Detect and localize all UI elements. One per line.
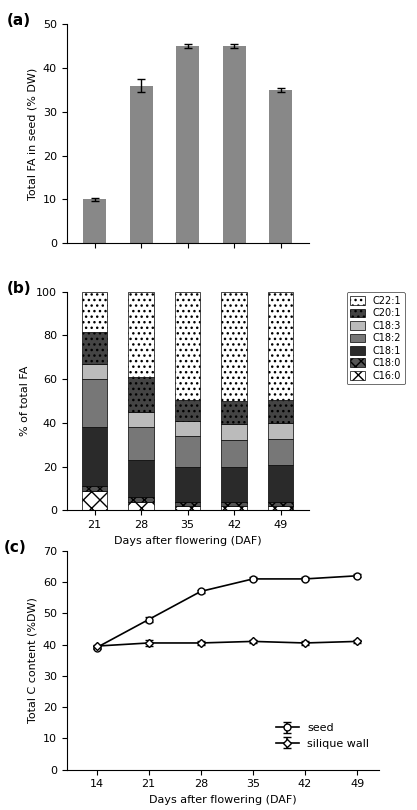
Bar	[82, 332, 108, 364]
Bar	[176, 46, 199, 243]
Bar	[175, 420, 201, 436]
Legend: C22:1, C20:1, C18:3, C18:2, C18:1, C18:0, C16:0: C22:1, C20:1, C18:3, C18:2, C18:1, C18:0…	[347, 292, 405, 385]
Bar	[82, 491, 108, 510]
Bar	[268, 292, 294, 400]
Bar	[175, 506, 201, 510]
Bar	[82, 486, 108, 491]
Bar	[268, 501, 294, 506]
Bar	[128, 377, 154, 411]
Y-axis label: Total FA in seed (% DW): Total FA in seed (% DW)	[28, 67, 37, 200]
Y-axis label: Total C content (%DW): Total C content (%DW)	[28, 597, 37, 723]
Bar	[82, 379, 108, 427]
Bar	[128, 497, 154, 501]
Bar	[268, 439, 294, 466]
Bar	[269, 90, 292, 243]
Bar	[175, 501, 201, 506]
X-axis label: Days after flowering (DAF): Days after flowering (DAF)	[114, 535, 261, 546]
Bar	[128, 427, 154, 460]
Bar	[83, 199, 106, 243]
Bar	[128, 460, 154, 497]
Bar	[221, 506, 247, 510]
Text: (a): (a)	[6, 14, 30, 28]
Bar	[175, 436, 201, 467]
Text: (c): (c)	[4, 540, 27, 555]
Bar	[221, 501, 247, 506]
X-axis label: Days after flowering (DAF): Days after flowering (DAF)	[149, 795, 297, 805]
Text: (b): (b)	[6, 280, 31, 296]
Bar	[268, 506, 294, 510]
Bar	[221, 401, 247, 424]
Bar	[268, 466, 294, 501]
Bar	[128, 501, 154, 510]
Bar	[130, 86, 153, 243]
Bar	[268, 423, 294, 439]
Bar	[82, 427, 108, 486]
Bar	[128, 292, 154, 377]
Bar	[82, 292, 108, 332]
Bar	[175, 292, 201, 400]
Bar	[175, 467, 201, 501]
Bar	[221, 441, 247, 467]
Bar	[221, 467, 247, 501]
Bar	[175, 400, 201, 420]
Bar	[223, 46, 246, 243]
Bar	[82, 364, 108, 379]
Bar	[128, 411, 154, 427]
Legend: seed, silique wall: seed, silique wall	[272, 718, 374, 753]
Bar	[268, 400, 294, 423]
Bar	[221, 292, 247, 401]
Bar	[221, 424, 247, 441]
Y-axis label: % of total FA: % of total FA	[20, 366, 30, 436]
